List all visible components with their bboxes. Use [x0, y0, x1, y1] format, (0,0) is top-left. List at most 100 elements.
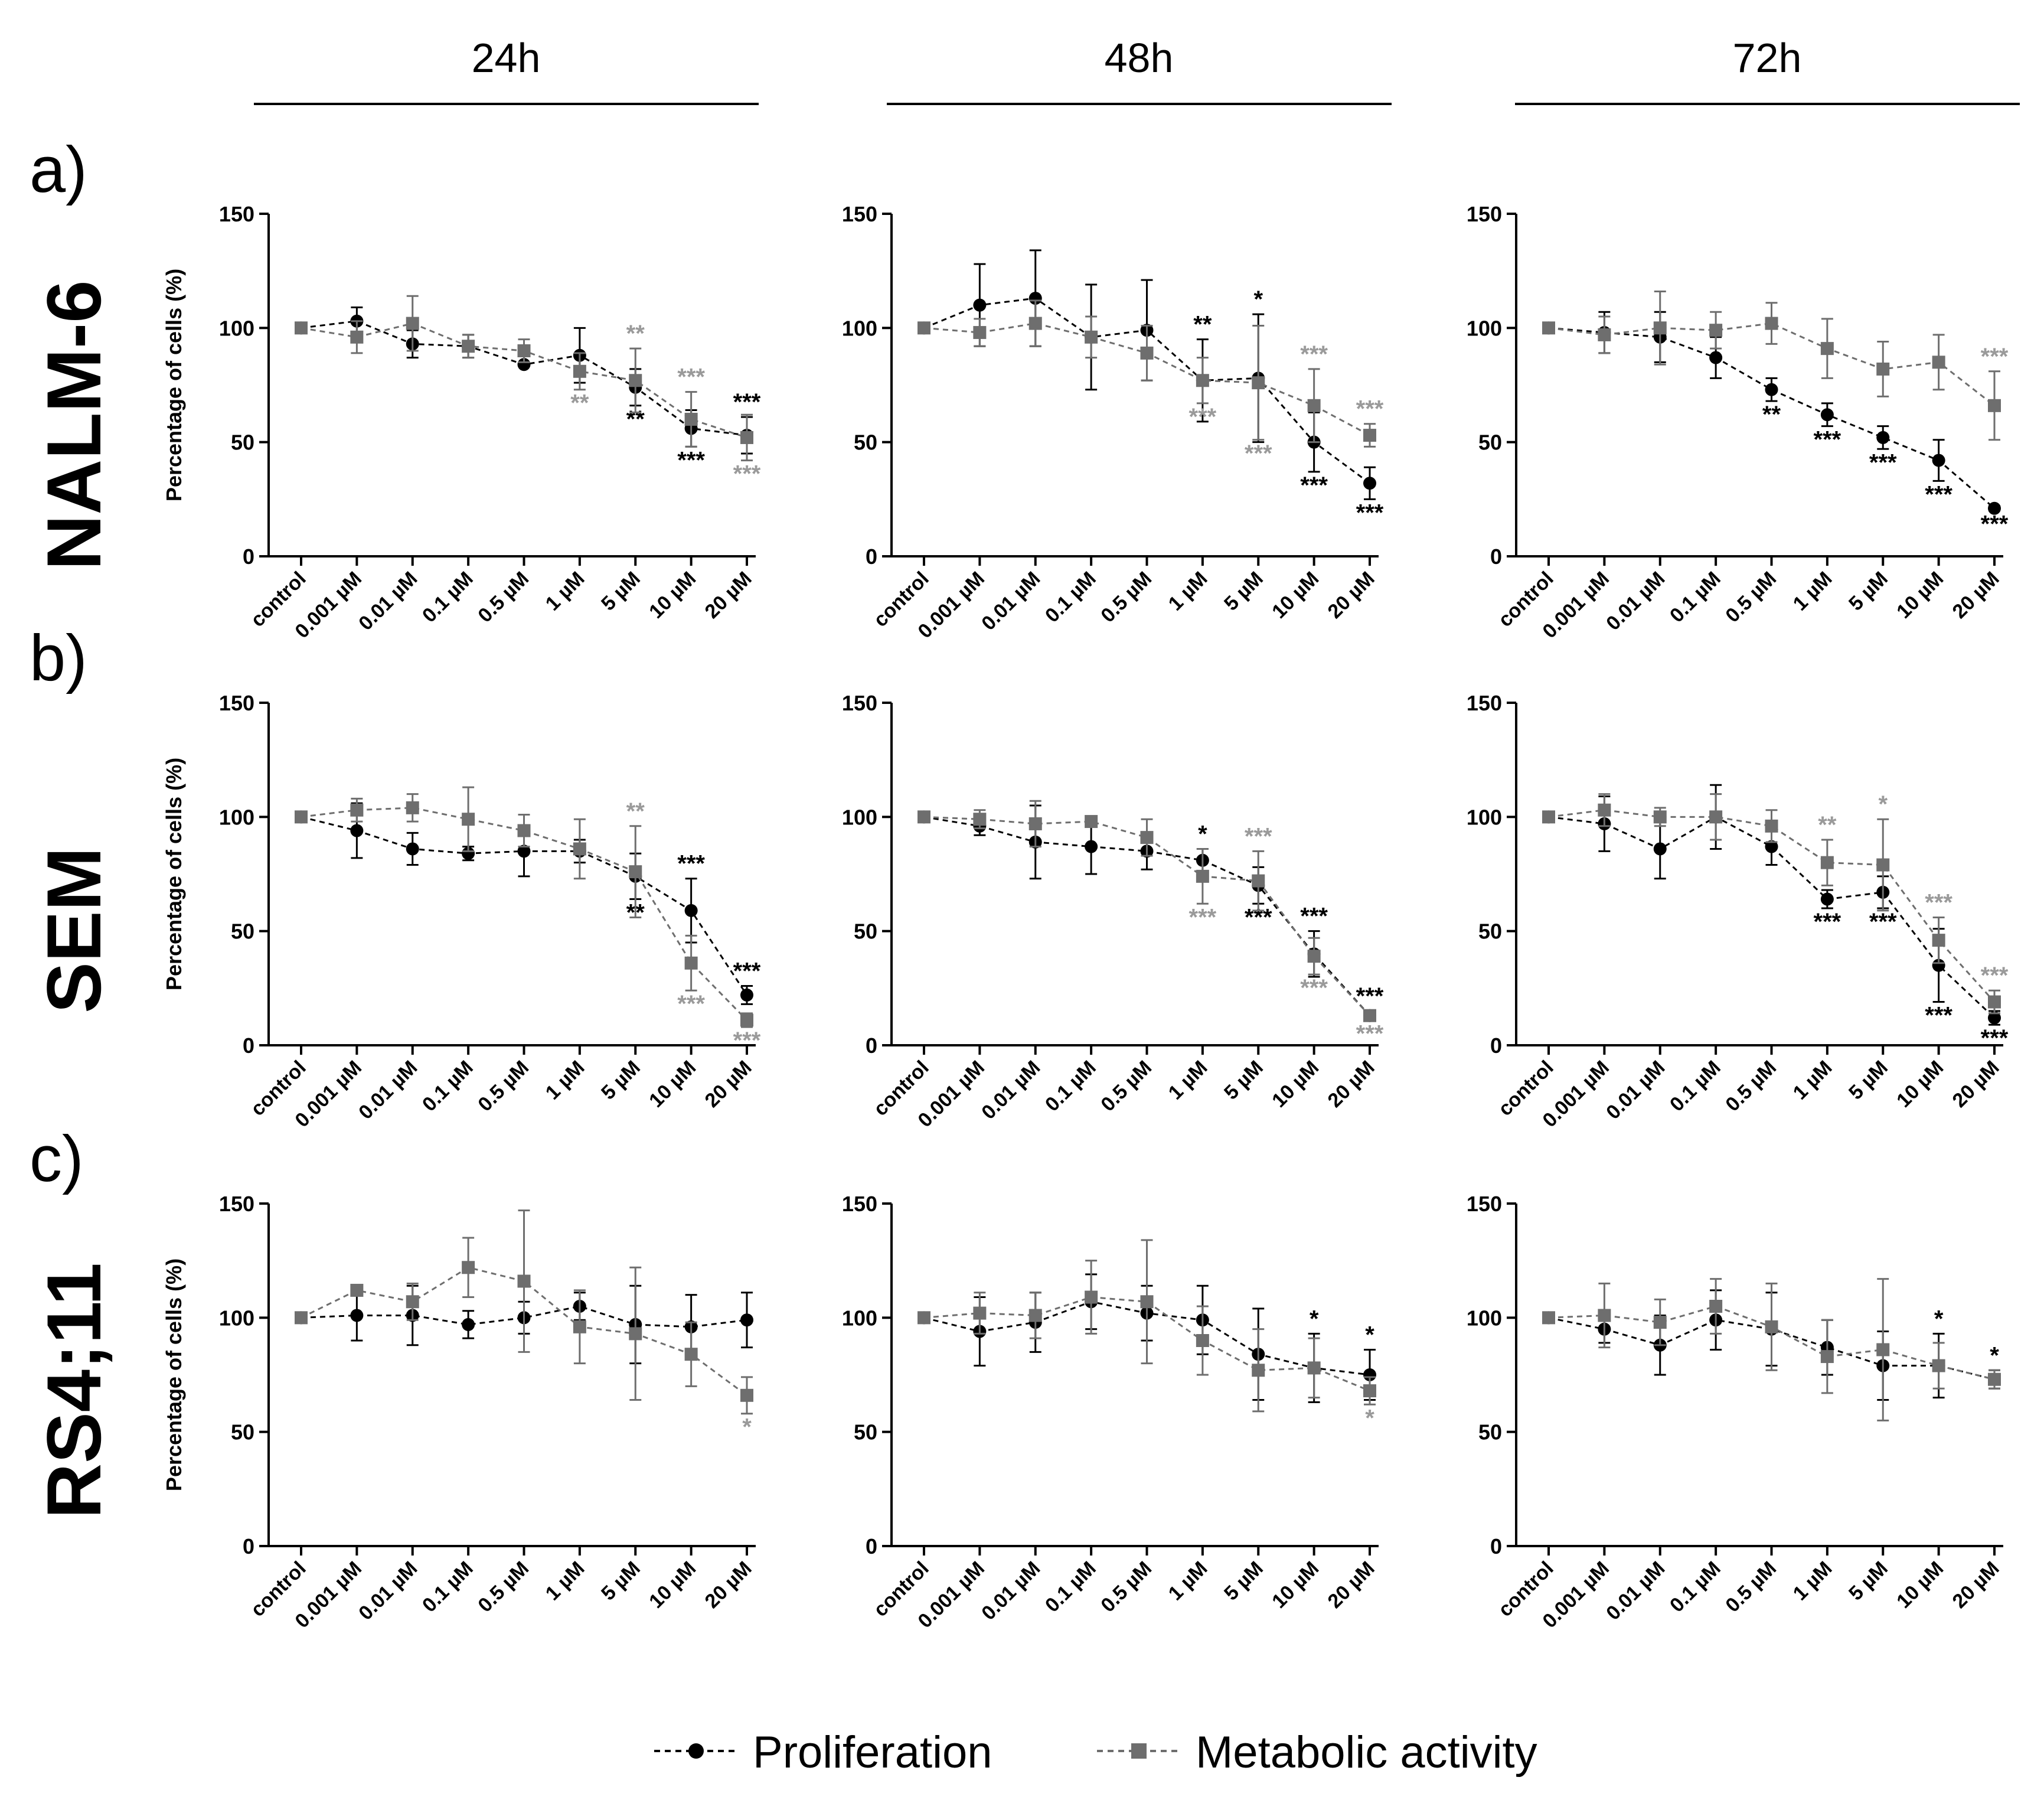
metabolic-point — [573, 364, 586, 378]
proliferation-significance: *** — [677, 851, 705, 877]
y-tick-label: 100 — [842, 316, 877, 340]
metabolic-point — [684, 1348, 698, 1361]
x-tick-label: 0.01 µM — [1602, 1056, 1669, 1124]
x-tick-label: 0.5 µM — [1096, 1557, 1156, 1617]
x-tick-label: 1 µM — [1789, 1056, 1837, 1104]
metabolic-point — [1653, 321, 1667, 335]
x-tick-label: 10 µM — [1268, 568, 1323, 623]
row-letter-c: c) — [30, 1123, 84, 1195]
x-tick-label: 1 µM — [1164, 1056, 1212, 1104]
proliferation-point — [1988, 1011, 2001, 1025]
y-tick-label: 150 — [219, 202, 254, 226]
metabolic-point — [917, 321, 930, 335]
y-tick-label: 100 — [219, 1306, 254, 1330]
y-tick-label: 150 — [842, 202, 877, 226]
metabolic-significance: * — [1878, 791, 1888, 817]
metabolic-point — [1932, 934, 1945, 947]
proliferation-significance: *** — [1981, 1025, 2009, 1051]
metabolic-point — [1653, 1316, 1667, 1329]
x-tick-label: 20 µM — [700, 1557, 756, 1613]
x-tick-label: 20 µM — [1948, 568, 2003, 623]
metabolic-point — [740, 1013, 753, 1027]
y-tick-label: 0 — [866, 1534, 877, 1558]
proliferation-significance: * — [1253, 286, 1263, 312]
proliferation-point — [1363, 1368, 1376, 1381]
x-tick-label: 5 µM — [1844, 568, 1892, 615]
proliferation-line — [1548, 816, 1996, 1019]
x-tick-label: 1 µM — [541, 568, 589, 615]
metabolic-significance: *** — [677, 991, 705, 1017]
metabolic-point — [740, 431, 753, 444]
x-tick-label: 1 µM — [541, 1056, 589, 1104]
proliferation-significance: *** — [1869, 909, 1897, 935]
y-axis-label: Percentage of cells (%) — [162, 269, 186, 501]
proliferation-significance: * — [1365, 1322, 1374, 1348]
x-tick-label: 20 µM — [700, 1056, 756, 1112]
x-tick-label: 0.01 µM — [977, 568, 1044, 635]
y-tick-label: 150 — [1467, 691, 1502, 715]
metabolic-point — [1028, 1309, 1042, 1322]
proliferation-point — [684, 904, 698, 917]
x-tick-label: 0.1 µM — [1666, 1557, 1725, 1617]
y-tick-label: 50 — [854, 431, 877, 455]
y-tick-label: 100 — [1467, 316, 1502, 340]
metabolic-point — [406, 1295, 419, 1309]
proliferation-significance: *** — [1356, 500, 1384, 526]
metabolic-point — [1653, 810, 1667, 824]
x-tick-label: 0.1 µM — [1666, 1056, 1725, 1116]
y-tick-label: 50 — [1478, 431, 1502, 455]
metabolic-significance: ** — [1818, 812, 1837, 838]
metabolic-point — [573, 842, 586, 856]
metabolic-point — [1028, 317, 1042, 330]
proliferation-significance: * — [1198, 821, 1207, 847]
metabolic-significance: *** — [1925, 889, 1952, 915]
y-tick-label: 0 — [1490, 1033, 1502, 1058]
proliferation-significance: ** — [1193, 312, 1212, 338]
metabolic-point — [517, 344, 531, 357]
metabolic-point — [350, 1283, 364, 1297]
metabolic-point — [462, 813, 475, 826]
x-tick-label: 20 µM — [1948, 1056, 2003, 1112]
metabolic-significance: ** — [570, 390, 589, 416]
proliferation-significance: *** — [1300, 904, 1328, 930]
x-tick-label: 0.5 µM — [1096, 568, 1156, 627]
metabolic-point — [917, 810, 930, 824]
y-axis-label: Percentage of cells (%) — [162, 1258, 186, 1491]
x-tick-label: 20 µM — [1323, 568, 1379, 623]
proliferation-line — [1548, 1316, 1995, 1381]
proliferation-point — [1876, 431, 1890, 444]
metabolic-significance: * — [1365, 1405, 1374, 1431]
x-tick-label: 0.01 µM — [354, 568, 422, 635]
legend-metabolic-label: Metabolic activity — [1196, 1727, 1537, 1778]
metabolic-significance: *** — [1356, 1020, 1384, 1046]
metabolic-significance: ** — [626, 798, 645, 824]
x-tick-label: 10 µM — [1892, 568, 1948, 623]
proliferation-significance: *** — [1925, 1003, 1952, 1029]
x-tick-label: 5 µM — [597, 568, 645, 615]
y-tick-label: 50 — [231, 1420, 254, 1444]
proliferation-significance: *** — [733, 958, 761, 984]
proliferation-line — [1548, 327, 1995, 509]
metabolic-point — [1028, 817, 1042, 830]
x-tick-label: 0.01 µM — [354, 1056, 422, 1124]
metabolic-significance: *** — [1300, 341, 1328, 367]
y-tick-label: 0 — [243, 1033, 254, 1058]
metabolic-point — [1876, 1343, 1890, 1356]
metabolic-point — [295, 810, 308, 824]
metabolic-point — [1307, 399, 1321, 412]
metabolic-point — [629, 865, 642, 879]
x-tick-label: 0.1 µM — [1041, 568, 1101, 627]
metabolic-point — [1085, 330, 1098, 344]
metabolic-significance: *** — [1189, 904, 1217, 930]
x-tick-label: 5 µM — [1844, 1557, 1892, 1605]
metabolic-point — [973, 1306, 987, 1320]
metabolic-point — [1196, 374, 1209, 387]
metabolic-point — [1932, 1359, 1945, 1372]
metabolic-point — [1085, 1290, 1098, 1304]
y-tick-label: 50 — [854, 1420, 877, 1444]
